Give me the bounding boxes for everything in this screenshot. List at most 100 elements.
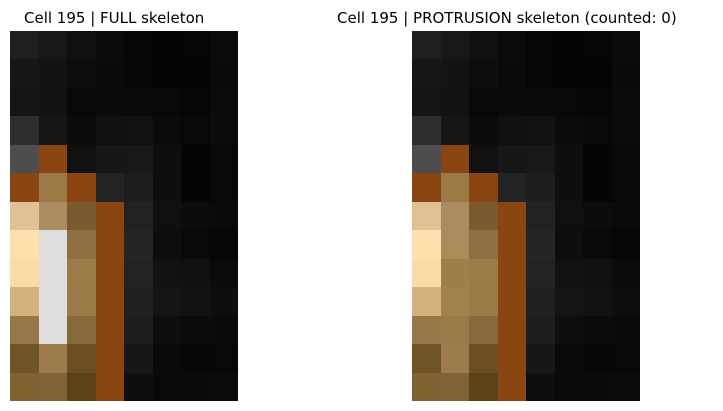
pixel-cell xyxy=(583,287,612,316)
pixel-cell xyxy=(554,258,583,288)
pixel-cell xyxy=(583,230,612,259)
pixel-cell xyxy=(497,287,526,316)
pixel-cell xyxy=(469,87,498,117)
pixel-cell xyxy=(38,315,67,345)
pixel-cell xyxy=(152,144,181,174)
pixel-cell xyxy=(440,116,469,145)
pixel-cell xyxy=(152,116,181,145)
pixel-cell xyxy=(583,87,612,117)
pixel-cell xyxy=(611,144,640,174)
pixel-cell xyxy=(67,116,96,145)
pixel-cell xyxy=(440,230,469,259)
pixel-cell xyxy=(38,201,67,231)
pixel-cell xyxy=(526,344,555,373)
pixel-cell xyxy=(124,116,153,145)
pixel-cell xyxy=(554,116,583,145)
pixel-cell xyxy=(95,315,124,345)
pixel-cell xyxy=(583,116,612,145)
pixel-cell xyxy=(554,372,583,401)
pixel-cell xyxy=(152,230,181,259)
pixel-cell xyxy=(181,372,210,401)
pixel-cell xyxy=(124,201,153,231)
pixel-cell xyxy=(67,87,96,117)
pixel-cell xyxy=(10,173,39,202)
pixel-cell xyxy=(412,59,441,88)
pixel-cell xyxy=(440,173,469,202)
pixel-cell xyxy=(469,315,498,345)
pixel-cell xyxy=(124,173,153,202)
pixel-cell xyxy=(554,201,583,231)
pixel-cell xyxy=(583,31,612,60)
pixel-cell xyxy=(469,144,498,174)
pixel-cell xyxy=(412,87,441,117)
pixel-cell xyxy=(526,144,555,174)
pixel-cell xyxy=(412,258,441,288)
full-skeleton-title: Cell 195 | FULL skeleton xyxy=(24,9,205,27)
pixel-cell xyxy=(181,116,210,145)
pixel-cell xyxy=(209,258,238,288)
pixel-cell xyxy=(526,315,555,345)
pixel-cell xyxy=(95,31,124,60)
pixel-cell xyxy=(469,258,498,288)
pixel-cell xyxy=(10,116,39,145)
pixel-cell xyxy=(469,31,498,60)
pixel-cell xyxy=(38,173,67,202)
pixel-cell xyxy=(526,173,555,202)
pixel-cell xyxy=(554,287,583,316)
pixel-cell xyxy=(124,344,153,373)
pixel-cell xyxy=(209,230,238,259)
pixel-cell xyxy=(10,315,39,345)
pixel-cell xyxy=(67,372,96,401)
pixel-cell xyxy=(611,287,640,316)
pixel-cell xyxy=(181,230,210,259)
pixel-cell xyxy=(67,315,96,345)
pixel-cell xyxy=(10,59,39,88)
pixel-cell xyxy=(38,258,67,288)
pixel-cell xyxy=(526,31,555,60)
pixel-cell xyxy=(554,230,583,259)
pixel-cell xyxy=(583,59,612,88)
pixel-cell xyxy=(10,230,39,259)
pixel-cell xyxy=(440,315,469,345)
pixel-cell xyxy=(554,31,583,60)
pixel-cell xyxy=(181,31,210,60)
pixel-cell xyxy=(209,59,238,88)
pixel-cell xyxy=(583,201,612,231)
pixel-cell xyxy=(95,287,124,316)
pixel-cell xyxy=(10,258,39,288)
pixel-cell xyxy=(412,116,441,145)
pixel-cell xyxy=(181,173,210,202)
pixel-cell xyxy=(209,201,238,231)
pixel-cell xyxy=(38,230,67,259)
pixel-cell xyxy=(181,287,210,316)
pixel-cell xyxy=(469,287,498,316)
pixel-cell xyxy=(67,258,96,288)
pixel-cell xyxy=(152,344,181,373)
pixel-cell xyxy=(124,87,153,117)
pixel-cell xyxy=(67,31,96,60)
pixel-cell xyxy=(95,372,124,401)
pixel-cell xyxy=(497,116,526,145)
pixel-cell xyxy=(440,258,469,288)
pixel-cell xyxy=(526,230,555,259)
full-skeleton-image xyxy=(10,31,238,401)
pixel-cell xyxy=(152,258,181,288)
pixel-cell xyxy=(412,315,441,345)
pixel-cell xyxy=(95,59,124,88)
pixel-cell xyxy=(611,230,640,259)
pixel-cell xyxy=(497,173,526,202)
pixel-cell xyxy=(95,173,124,202)
pixel-cell xyxy=(611,173,640,202)
pixel-cell xyxy=(611,116,640,145)
pixel-cell xyxy=(554,87,583,117)
pixel-cell xyxy=(412,144,441,174)
pixel-cell xyxy=(497,344,526,373)
pixel-cell xyxy=(497,201,526,231)
pixel-cell xyxy=(412,230,441,259)
protrusion-skeleton-title: Cell 195 | PROTRUSION skeleton (counted:… xyxy=(337,9,677,27)
pixel-cell xyxy=(497,230,526,259)
pixel-cell xyxy=(497,258,526,288)
pixel-cell xyxy=(497,31,526,60)
pixel-cell xyxy=(38,59,67,88)
pixel-cell xyxy=(583,344,612,373)
